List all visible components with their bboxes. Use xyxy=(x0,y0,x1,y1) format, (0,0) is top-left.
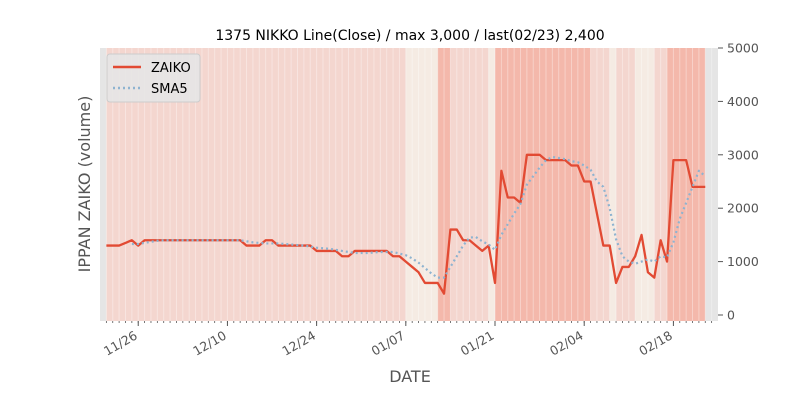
series-line-zaiko xyxy=(106,153,706,295)
background-bands xyxy=(106,48,706,321)
x-tick-label: 12/10 xyxy=(190,328,229,359)
series-line-sma5 xyxy=(131,155,706,279)
y-tick-label: 0 xyxy=(727,308,735,323)
plot-area xyxy=(100,48,718,321)
series-lines xyxy=(106,153,706,295)
background-band xyxy=(590,48,610,321)
y-tick-label: 1000 xyxy=(727,254,759,269)
x-tick-label: 11/26 xyxy=(101,328,140,359)
y-tick-label: 4000 xyxy=(727,94,759,109)
y-axis: 0 1000 2000 3000 4000 5000 xyxy=(718,41,759,323)
y-tick-label: 5000 xyxy=(727,41,759,56)
legend-label-zaiko: ZAIKO xyxy=(151,61,191,76)
background-band xyxy=(450,48,489,321)
y-tick-label: 2000 xyxy=(727,201,759,216)
y-tick-label: 3000 xyxy=(727,147,759,162)
x-tick-label: 02/18 xyxy=(636,328,675,359)
x-tick-label: 02/04 xyxy=(547,328,586,359)
legend-label-sma5: SMA5 xyxy=(151,82,188,97)
legend: ZAIKO SMA5 xyxy=(106,53,201,103)
background-band xyxy=(616,48,636,321)
x-tick-label: 01/07 xyxy=(369,328,408,359)
y-axis-label: IPPAN ZAIKO (volume) xyxy=(75,96,94,273)
background-band xyxy=(609,48,617,321)
background-band xyxy=(488,48,496,321)
background-band xyxy=(495,48,591,321)
background-band xyxy=(667,48,706,321)
x-axis: 11/26 12/10 12/24 01/07 01/21 02/04 02/18 xyxy=(101,321,713,359)
background-band xyxy=(635,48,655,321)
x-axis-label: DATE xyxy=(389,367,431,386)
x-tick-label: 12/24 xyxy=(279,328,318,359)
chart-title: 1375 NIKKO Line(Close) / max 3,000 / las… xyxy=(215,28,604,44)
x-tick-label: 01/21 xyxy=(458,328,497,359)
background-band xyxy=(405,48,438,321)
